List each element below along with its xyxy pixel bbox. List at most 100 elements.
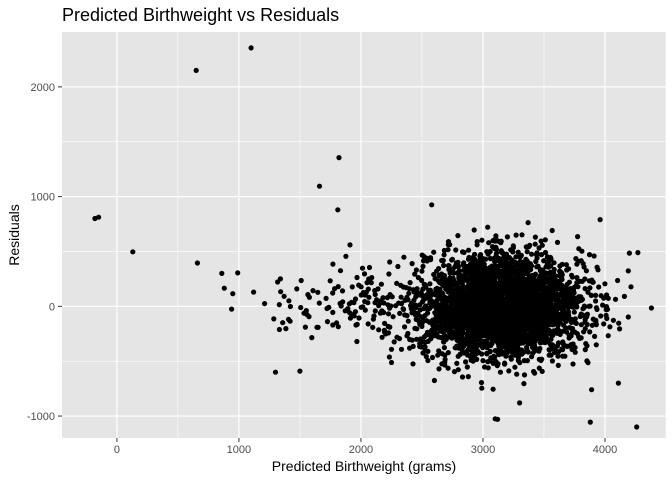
data-point [489,341,495,347]
data-point [557,319,563,325]
data-point [337,268,344,274]
data-point [441,273,447,279]
data-point [235,270,241,276]
data-point [441,252,447,258]
data-point [490,360,496,366]
data-point [538,238,544,244]
data-point [402,324,408,330]
data-point [534,250,540,256]
data-point [635,250,641,256]
data-point [573,283,579,289]
data-point [467,272,473,278]
data-point [497,342,503,348]
data-point [340,299,346,305]
data-point [521,381,527,387]
data-point [568,302,574,308]
data-point [484,321,490,327]
data-point [404,313,410,319]
data-point [483,277,489,284]
data-point [465,256,472,262]
data-point [445,247,451,253]
data-point [612,296,619,302]
data-point [493,264,499,270]
data-point [435,334,442,340]
data-point [496,281,502,287]
data-point [565,288,571,294]
data-point [490,238,496,244]
data-point [454,331,460,337]
data-point [518,309,525,315]
data-point [563,325,569,331]
data-point [388,359,395,366]
data-point [538,330,544,336]
data-point [130,249,136,255]
data-point [648,305,655,311]
data-point [352,309,358,315]
data-point [466,247,472,253]
data-point [525,282,531,288]
x-tick-label: 0 [114,444,120,456]
data-point [519,337,525,343]
data-point [465,289,471,296]
data-point [508,354,514,360]
data-point [471,282,477,288]
data-point [335,284,341,290]
data-point [410,361,416,367]
data-point [471,227,477,233]
data-point [450,290,456,296]
data-point [335,324,341,330]
data-point [485,224,491,230]
data-point [507,302,513,308]
data-point [518,259,525,265]
data-point [487,333,493,339]
data-point [493,250,500,256]
data-point [433,320,439,326]
data-point [524,276,531,282]
data-point [442,356,448,362]
data-point [581,303,588,309]
data-point [446,328,452,335]
data-point [458,303,464,309]
data-point [393,303,399,309]
data-point [430,328,436,334]
data-point [555,362,561,368]
data-point [583,341,589,347]
data-point [600,302,606,308]
data-point [464,305,470,311]
data-point [309,335,315,341]
data-point [375,286,381,292]
data-point [510,326,516,332]
data-point [365,300,371,306]
data-point [572,344,578,351]
data-point [529,251,535,257]
data-point [481,264,488,270]
data-point [459,374,466,380]
data-point [582,319,588,325]
data-point [571,309,577,315]
data-point [563,262,570,268]
data-point [478,380,485,386]
data-point [493,233,499,239]
data-point [484,302,490,308]
data-point [414,336,420,342]
data-point [458,317,464,323]
data-point [548,316,554,322]
data-point [554,343,561,349]
data-point [566,335,572,341]
data-point [330,309,336,315]
data-point [420,258,427,264]
data-point [510,249,516,255]
data-point [327,278,333,284]
data-point [515,314,521,320]
data-point [409,305,415,311]
data-point [560,341,566,347]
data-point [219,270,225,276]
data-point [534,333,540,339]
data-point [515,354,522,361]
data-point [528,332,534,338]
data-point [389,294,395,300]
data-point [436,303,442,309]
data-point [422,282,428,288]
data-point [497,274,503,280]
